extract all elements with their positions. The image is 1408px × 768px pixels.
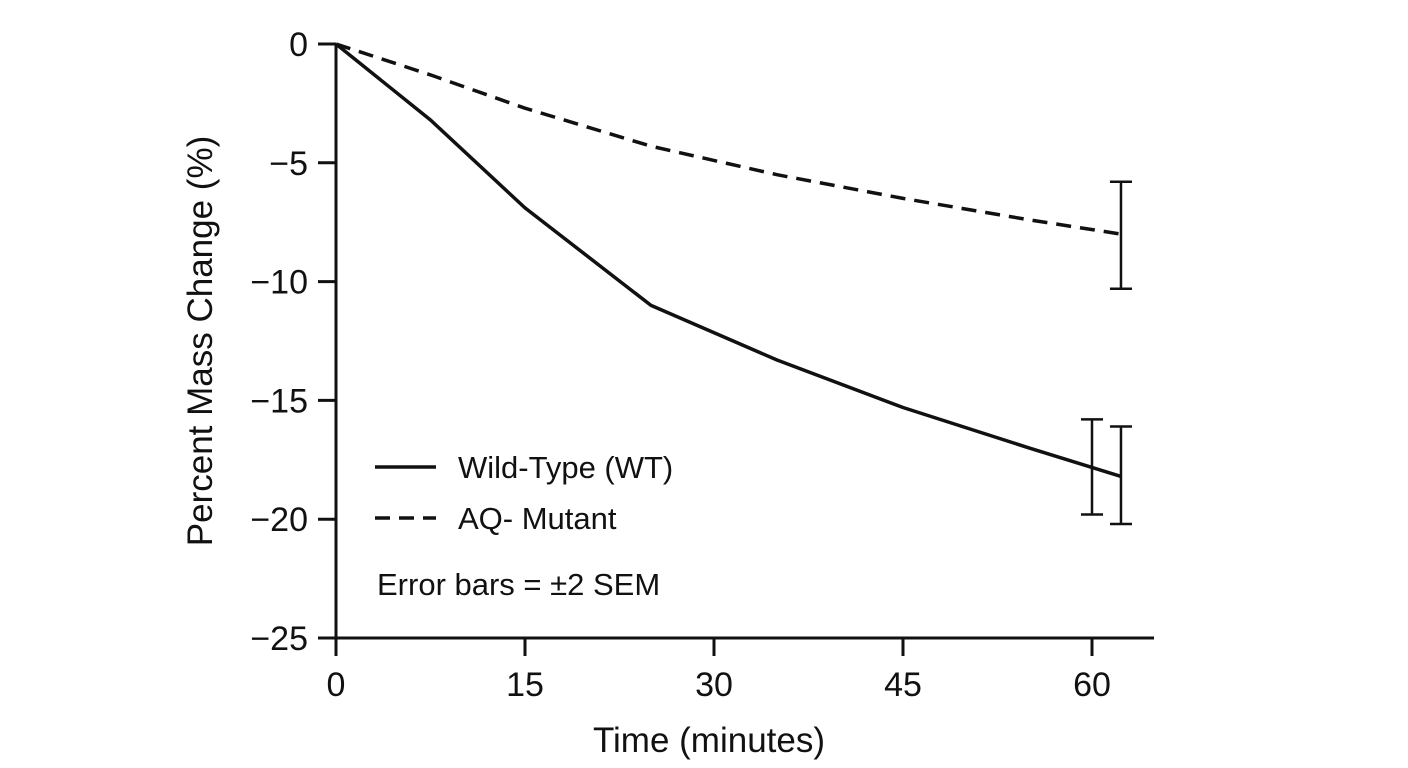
legend: Wild-Type (WT) AQ- Mutant [375,450,673,536]
y-tick-label: −25 [250,620,308,658]
y-tick-label: −15 [250,382,308,420]
legend-label-aq-mutant: AQ- Mutant [458,501,617,536]
x-tick-label: 15 [506,666,544,704]
legend-label-wild-type: Wild-Type (WT) [458,450,673,485]
y-axis-title: Percent Mass Change (%) [181,136,220,546]
x-tick-label: 45 [884,666,922,704]
tick-marks: 0 −5 −10 −15 −20 −25 0 15 30 45 60 [250,26,1111,704]
x-tick-label: 60 [1073,666,1111,704]
x-tick-label: 30 [695,666,733,704]
error-bar-annotation: Error bars = ±2 SEM [377,567,660,602]
axes [334,44,1154,640]
series-line-wild-type [334,42,1122,479]
error-bars [1081,180,1132,526]
series-line-aq-mutant [335,42,1122,236]
data-series [334,42,1122,479]
x-axis-title: Time (minutes) [593,721,825,760]
y-tick-label: 0 [289,26,308,64]
x-tick-label: 0 [327,666,346,704]
y-tick-label: −20 [250,501,308,539]
y-tick-label: −10 [250,264,308,302]
y-tick-label: −5 [269,145,308,183]
